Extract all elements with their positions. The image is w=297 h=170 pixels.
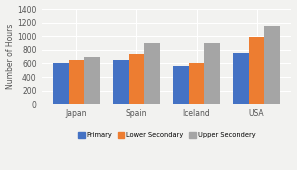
Bar [233,53,249,104]
Y-axis label: Number of Hours: Number of Hours [6,24,15,89]
Bar [84,57,100,104]
Bar [53,63,69,104]
Bar [69,60,84,104]
Bar [144,43,160,104]
Bar [113,60,129,104]
Bar [204,43,220,104]
Legend: Primary, Lower Secondary, Upper Secondery: Primary, Lower Secondary, Upper Seconder… [75,130,258,141]
Bar [249,37,264,104]
Bar [173,65,189,104]
Bar [129,54,144,104]
Bar [264,26,280,104]
Bar [189,63,204,104]
